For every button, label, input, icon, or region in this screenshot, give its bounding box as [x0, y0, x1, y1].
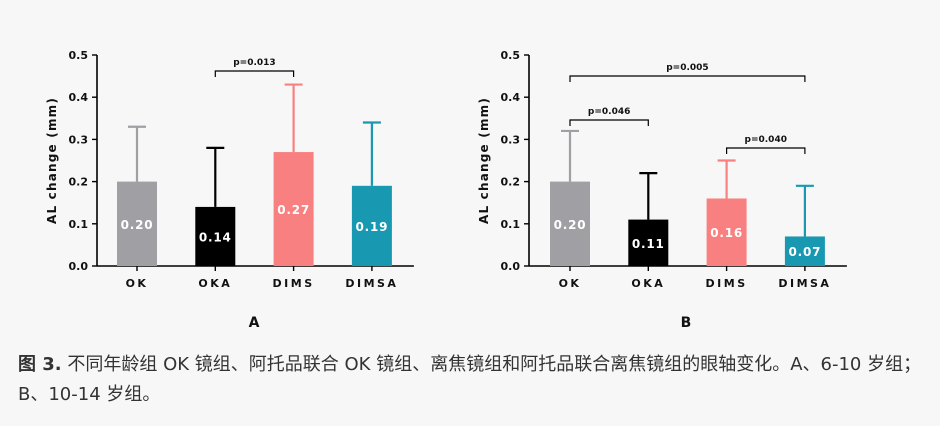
bar — [351, 185, 392, 266]
bar — [273, 152, 314, 266]
significance-bracket — [726, 147, 806, 154]
p-value-label: p=0.046 — [588, 107, 630, 117]
y-tick-label: 0.5 — [69, 49, 89, 62]
y-tick-label: 0.2 — [501, 176, 521, 189]
bar-value-label: 0.19 — [355, 220, 388, 234]
y-tick-label: 0.1 — [69, 218, 89, 231]
figure-caption: 图 3. 不同年龄组 OK 镜组、阿托品联合 OK 镜组、离焦镜组和阿托品联合离… — [18, 350, 923, 410]
bar — [706, 198, 747, 266]
y-tick-label: 0.3 — [69, 133, 89, 146]
x-tick-label: DIMSA — [778, 277, 831, 290]
y-tick-label: 0.1 — [501, 218, 521, 231]
bar — [195, 206, 236, 266]
y-tick-label: 0.0 — [501, 260, 521, 273]
bar — [550, 181, 590, 266]
x-tick-label: DIMS — [273, 277, 315, 290]
y-tick-label: 0.3 — [501, 133, 521, 146]
caption-lead: 图 3. — [18, 354, 62, 375]
bar — [628, 219, 669, 266]
chart-panel-a: 0.0 0.1 0.2 0.3 0.4 0.5 AL change (mm) 0.20 OK 0.… — [45, 49, 414, 331]
x-tick-label: DIMS — [706, 277, 748, 290]
x-tick-label: OK — [559, 277, 582, 290]
y-tick-label: 0.2 — [69, 176, 89, 189]
y-axis-label: AL change (mm) — [45, 97, 59, 224]
chart-panel-b: 0.0 0.1 0.2 0.3 0.4 0.5 AL change (mm) 0.20 OK 0.… — [477, 49, 847, 331]
bar-value-label: 0.20 — [554, 218, 587, 232]
significance-bracket — [569, 75, 806, 82]
bar — [117, 181, 157, 266]
bar-value-label: 0.16 — [710, 226, 743, 240]
bar-value-label: 0.27 — [277, 203, 310, 217]
significance-bracket — [214, 70, 295, 77]
bar — [784, 236, 825, 266]
bar-value-label: 0.14 — [199, 230, 232, 244]
y-tick-label: 0.4 — [69, 91, 89, 104]
bar-value-label: 0.20 — [121, 218, 154, 232]
bar-value-label: 0.07 — [788, 245, 821, 259]
p-value-label: p=0.005 — [666, 63, 708, 73]
x-tick-label: DIMSA — [345, 277, 398, 290]
panel-label: B — [681, 315, 692, 331]
significance-bracket — [569, 119, 649, 126]
caption-text: 不同年龄组 OK 镜组、阿托品联合 OK 镜组、离焦镜组和阿托品联合离焦镜组的眼… — [18, 354, 922, 405]
p-value-label: p=0.040 — [745, 135, 787, 145]
panel-label: A — [249, 315, 260, 331]
y-tick-label: 0.5 — [501, 49, 521, 62]
y-tick-label: 0.0 — [69, 260, 89, 273]
bar-value-label: 0.11 — [632, 237, 665, 251]
x-tick-label: OKA — [198, 277, 232, 290]
y-axis-label: AL change (mm) — [477, 97, 491, 224]
p-value-label: p=0.013 — [233, 58, 275, 68]
y-tick-label: 0.4 — [501, 91, 521, 104]
x-tick-label: OKA — [631, 277, 665, 290]
x-tick-label: OK — [126, 277, 149, 290]
